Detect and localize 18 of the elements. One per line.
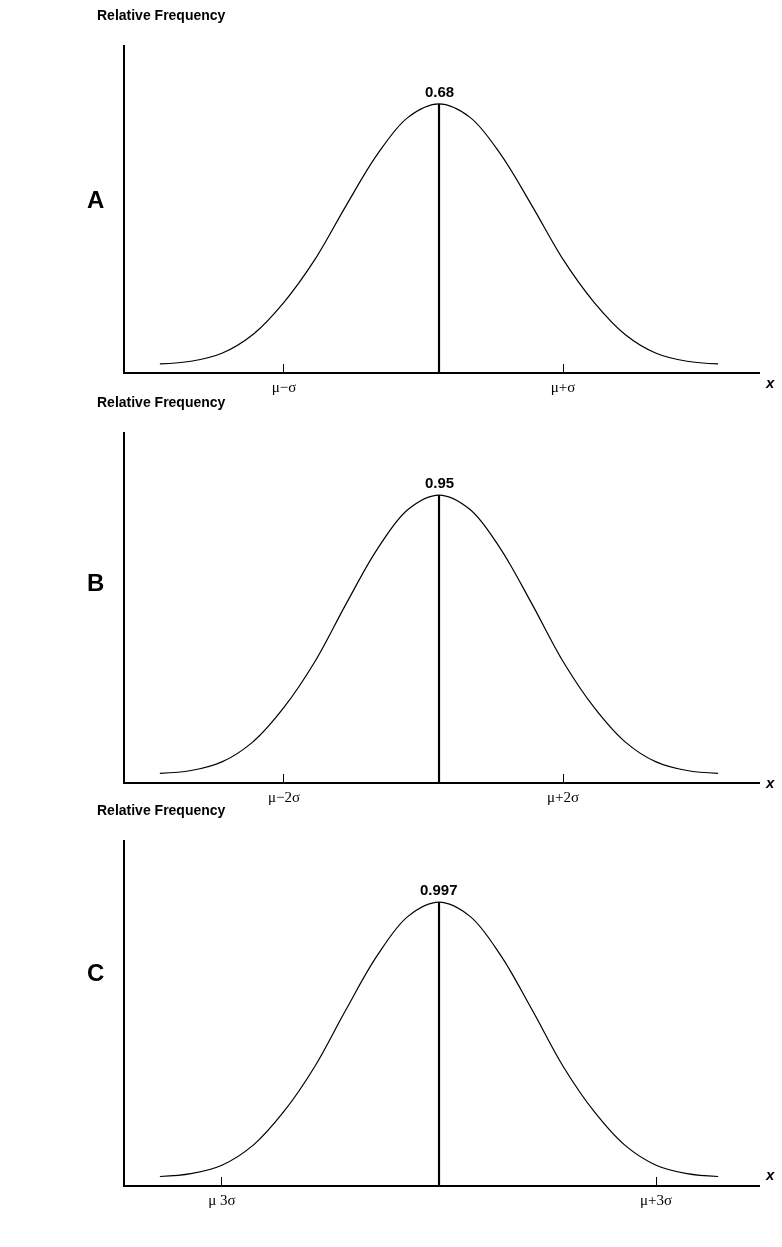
- x-tick-label: μ+3σ: [640, 1191, 673, 1208]
- text: 0.68: [425, 83, 455, 100]
- text: 0.95: [425, 474, 455, 491]
- x-tick-label: μ−σ: [271, 378, 297, 395]
- y-axis-title: Relative Frequency: [97, 7, 226, 23]
- x-tick-label: μ−2σ: [267, 788, 300, 805]
- y-axis-title: Relative Frequency: [97, 802, 226, 818]
- y-axis-title: Relative Frequency: [97, 394, 226, 410]
- x-axis-title: x: [765, 1166, 775, 1183]
- x-tick-label: μ+2σ: [547, 788, 580, 805]
- x-axis-title: x: [765, 774, 775, 791]
- x-tick-label: μ 3σ: [208, 1191, 236, 1208]
- x-tick-label: μ+σ: [550, 378, 576, 395]
- text: 0.997: [420, 881, 458, 898]
- x-axis-title: x: [765, 374, 775, 391]
- text: B: [87, 569, 105, 596]
- text: A: [87, 186, 105, 213]
- text: C: [87, 959, 105, 986]
